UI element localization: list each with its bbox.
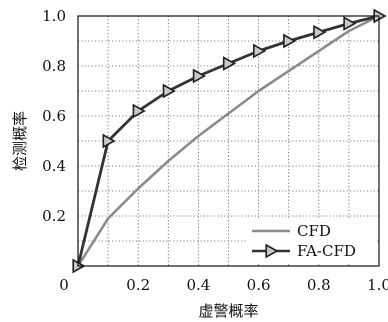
y-tick-label: 1.0 — [42, 7, 66, 25]
tick-labels: 0 0.2 0.4 0.6 0.8 1.0 0.2 0.4 0.6 0.8 1.0 — [42, 7, 388, 294]
series-line-cfd — [76, 14, 380, 267]
legend-label: CFD — [297, 222, 331, 240]
data-point — [102, 133, 116, 149]
y-axis-label: 检测概率 — [11, 111, 29, 171]
plot-frame — [77, 15, 380, 267]
legend: CFD FA-CFD — [248, 219, 377, 263]
data-point — [313, 24, 327, 40]
legend-label: FA-CFD — [297, 242, 356, 260]
data-point — [222, 56, 237, 71]
legend-marker — [265, 243, 279, 259]
x-axis-label: 虚警概率 — [198, 302, 258, 320]
x-tick-label: 0 — [59, 276, 69, 294]
y-tick-label: 0.2 — [42, 207, 66, 225]
x-tick-label: 0.6 — [247, 276, 271, 294]
y-tick-label: 0.6 — [42, 107, 66, 125]
data-point — [192, 68, 207, 84]
y-tick-label: 0.8 — [42, 57, 66, 75]
x-tick-label: 0.2 — [126, 276, 150, 294]
x-tick-label: 1.0 — [367, 276, 388, 294]
data-point — [343, 16, 357, 31]
x-tick-label: 0.4 — [186, 276, 210, 294]
data-point — [162, 83, 176, 99]
y-tick-label: 0.4 — [42, 157, 66, 175]
data-point — [253, 43, 267, 59]
data-point — [283, 33, 297, 49]
data-point — [132, 103, 146, 119]
x-tick-label: 0.8 — [307, 276, 331, 294]
